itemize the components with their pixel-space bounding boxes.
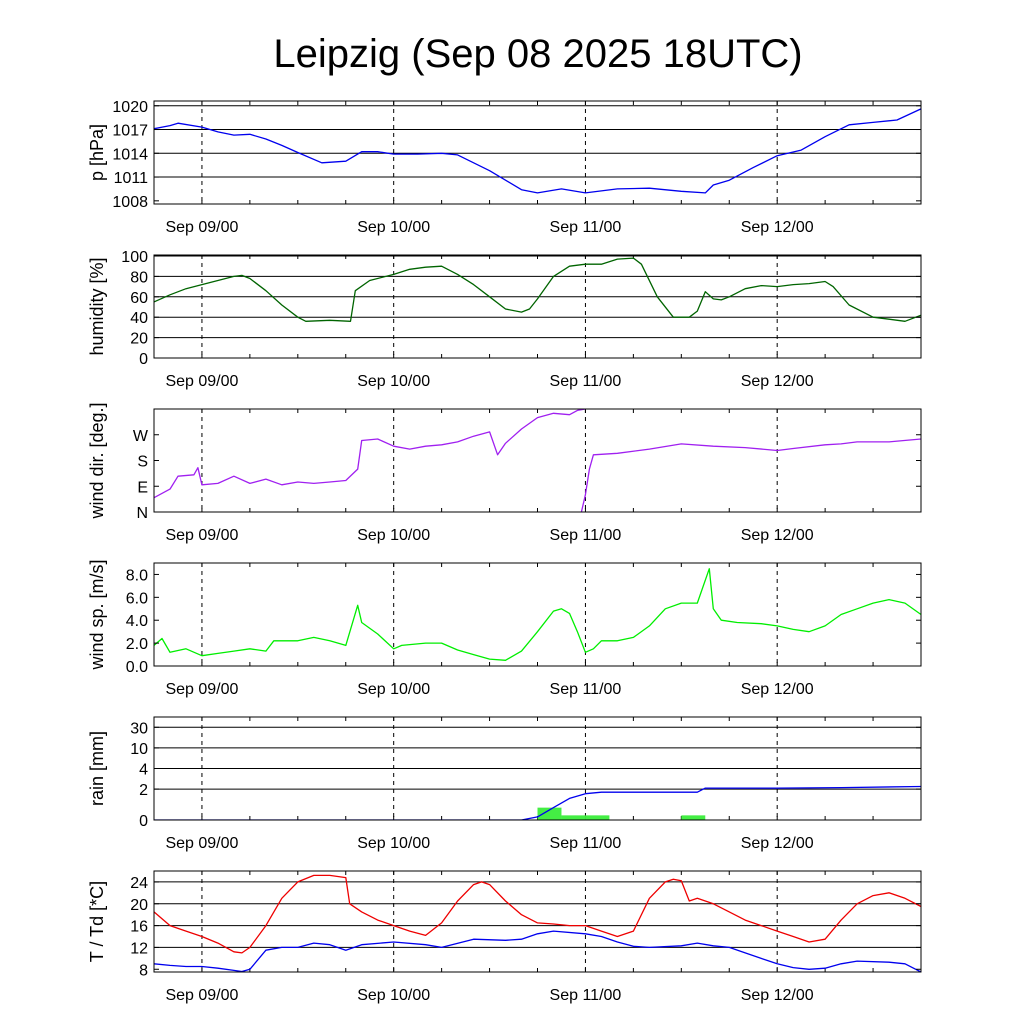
y-tick-label: 6.0 (126, 590, 148, 607)
y-tick-label: 0 (139, 813, 148, 830)
x-tick-label: Sep 11/00 (550, 681, 622, 698)
y-tick-label: S (137, 454, 148, 471)
x-tick-label: Sep 11/00 (550, 527, 622, 544)
x-tick-label: Sep 12/00 (741, 219, 814, 236)
y-tick-label: 4 (139, 762, 148, 779)
x-tick-label: Sep 10/00 (357, 835, 430, 852)
series-line-wind_direction-0 (154, 409, 586, 499)
y-tick-label: 12 (130, 940, 148, 957)
y-axis-label: T / Td [*C] (87, 881, 107, 962)
y-tick-label: 1020 (112, 99, 148, 116)
series-line-temperature-1 (154, 930, 921, 972)
y-axis-label: humidity [%] (87, 257, 107, 355)
panel-rain: 0 2 4 10 30 Sep 09/00 Sep 10/00 Sep 11/00 Sep 12… (87, 716, 922, 852)
x-tick-label: Sep 11/00 (550, 987, 622, 1004)
y-tick-label: 8 (139, 962, 148, 979)
y-tick-label: 40 (130, 310, 148, 327)
y-tick-label: 0.0 (126, 659, 148, 676)
x-tick-label: Sep 10/00 (357, 219, 430, 236)
panel-humidity: 0 20 40 60 80 100 Sep 09/00 Sep 10/00 Sep 11/00 S… (87, 249, 922, 390)
plot-frame (153, 408, 922, 513)
x-tick-label: Sep 12/00 (741, 527, 814, 544)
y-tick-label: 0 (139, 351, 148, 368)
series-line-wind_speed-0 (154, 568, 921, 661)
x-tick-label: Sep 09/00 (165, 681, 238, 698)
x-tick-label: Sep 11/00 (550, 835, 622, 852)
y-axis-label: p [hPa] (87, 124, 107, 181)
y-tick-label: 2.0 (126, 636, 148, 653)
rain-bar (681, 815, 706, 820)
x-tick-label: Sep 11/00 (550, 219, 622, 236)
y-tick-label: N (136, 505, 148, 522)
x-tick-label: Sep 10/00 (357, 527, 430, 544)
x-tick-label: Sep 12/00 (741, 681, 814, 698)
x-tick-label: Sep 09/00 (165, 219, 238, 236)
series-line-pressure-0 (154, 108, 921, 194)
y-tick-label: 20 (130, 331, 148, 348)
x-tick-label: Sep 10/00 (357, 681, 430, 698)
y-tick-label: 20 (130, 897, 148, 914)
y-tick-label: 10 (130, 741, 148, 758)
y-tick-label: 80 (130, 269, 148, 286)
y-tick-label: 8.0 (126, 567, 148, 584)
y-tick-label: 1008 (112, 194, 148, 211)
y-tick-label: 1014 (112, 146, 148, 163)
x-tick-label: Sep 12/00 (741, 835, 814, 852)
rain-bar (561, 815, 586, 820)
series-line-wind_direction-1 (580, 438, 921, 512)
plot-frame (153, 254, 922, 359)
x-tick-label: Sep 12/00 (741, 987, 814, 1004)
x-tick-label: Sep 10/00 (357, 987, 430, 1004)
series-line-temperature-0 (154, 874, 921, 954)
series-line-rain-0 (154, 785, 921, 820)
y-tick-label: 1017 (112, 123, 148, 140)
x-tick-label: Sep 09/00 (165, 527, 238, 544)
x-tick-label: Sep 09/00 (165, 835, 238, 852)
panel-wind_speed: 0.0 2.0 4.0 6.0 8.0 Sep 09/00 Sep 10/00 Sep 11/… (87, 559, 922, 698)
plot-frame (153, 100, 922, 205)
y-tick-label: W (133, 428, 149, 445)
plot-frame (153, 562, 922, 667)
y-tick-label: 2 (139, 782, 148, 799)
y-tick-label: 60 (130, 290, 148, 307)
panel-pressure: 1008 1011 1014 1017 1020 Sep 09/00 Sep 10/00 Se… (87, 99, 922, 236)
chart-title: Leipzig (Sep 08 2025 18UTC) (273, 32, 802, 76)
y-tick-label: 16 (130, 919, 148, 936)
y-tick-label: E (137, 479, 148, 496)
x-tick-label: Sep 09/00 (165, 987, 238, 1004)
rain-bar (585, 815, 610, 820)
y-tick-label: 1011 (114, 170, 149, 187)
rain-bar (537, 807, 562, 820)
x-tick-label: Sep 09/00 (165, 373, 238, 390)
y-axis-label: wind sp. [m/s] (87, 559, 107, 670)
y-tick-label: 100 (121, 249, 148, 266)
x-tick-label: Sep 11/00 (550, 373, 622, 390)
y-tick-label: 24 (130, 875, 148, 892)
x-tick-label: Sep 10/00 (357, 373, 430, 390)
y-axis-label: wind dir. [deg.] (87, 402, 107, 519)
x-tick-label: Sep 12/00 (741, 373, 814, 390)
series-line-humidity-0 (154, 257, 921, 322)
plot-frame (153, 870, 922, 973)
y-tick-label: 4.0 (126, 613, 148, 630)
y-tick-label: 30 (130, 720, 148, 737)
y-axis-label: rain [mm] (87, 731, 107, 806)
panel-temperature: 8 12 16 20 24 Sep 09/00 Sep 10/00 Sep 11/00 Sep … (87, 870, 922, 1004)
